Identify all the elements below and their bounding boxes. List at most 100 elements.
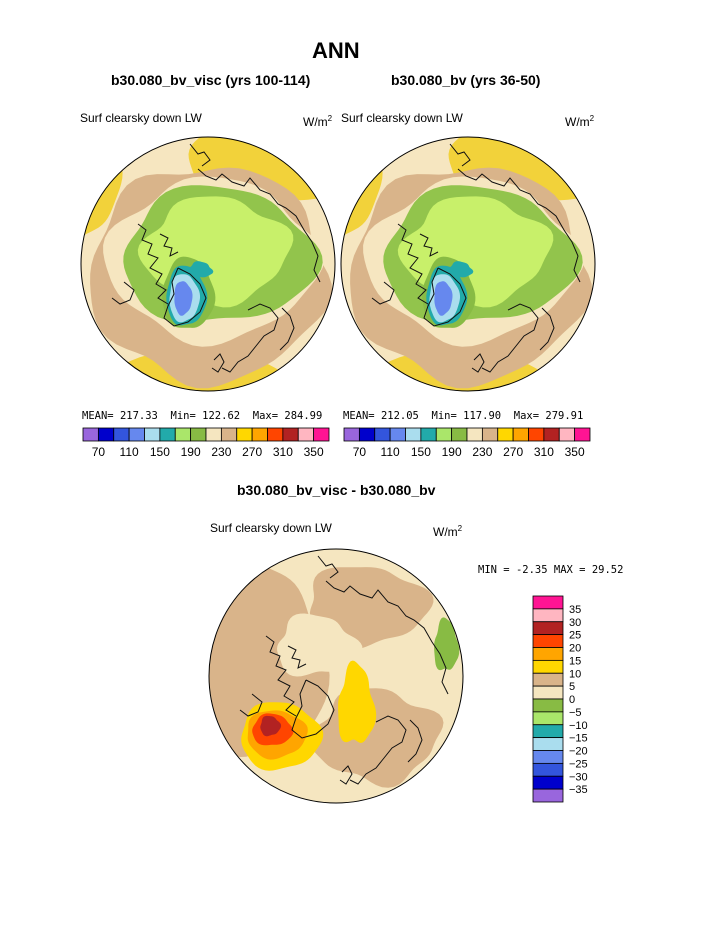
colorbar-tick-label: 70 [92, 445, 106, 459]
colorbar-cell [144, 427, 161, 442]
colorbar-tick-label: 310 [273, 445, 293, 459]
colorbar-cell [532, 608, 564, 623]
panel2-case-title: b30.080_bv (yrs 36-50) [391, 72, 541, 88]
colorbar-cell [466, 427, 483, 442]
coastline-diff-8 [339, 765, 353, 785]
colorbar-tick-label: 5 [569, 681, 575, 693]
colorbar-tick-label: 190 [442, 445, 462, 459]
colorbar-cell [528, 427, 545, 442]
colorbar-cell [532, 621, 564, 636]
field-region-yellow-tongue [338, 660, 377, 743]
map-boundary [208, 548, 464, 804]
colorbar-cell [251, 427, 268, 442]
coastline-diff-7 [239, 693, 263, 717]
panel1-case-title: b30.080_bv_visc (yrs 100-114) [111, 72, 311, 88]
coastline-right-5 [481, 303, 539, 373]
colorbar-tick-label: 110 [381, 445, 400, 459]
coastline-left-1 [137, 223, 169, 305]
colorbar-tick-label: −20 [569, 746, 588, 758]
panel2-variable-label: Surf clearsky down LW [341, 111, 463, 125]
panel1-variable-label: Surf clearsky down LW [80, 111, 202, 125]
colorbar-cell [532, 775, 564, 790]
colorbar-tick-label: 110 [120, 445, 139, 459]
coastline-diff-1 [265, 635, 297, 717]
colorbar-cell [532, 634, 564, 648]
colorbar-cell [313, 427, 330, 442]
coastline-left-7 [111, 281, 135, 305]
panel3-variable-label: Surf clearsky down LW [210, 521, 332, 535]
coastline-diff-4 [291, 679, 335, 739]
colorbar-cell [220, 427, 238, 442]
coastline-right-2 [419, 233, 439, 257]
colorbar-tick-label: −35 [569, 784, 588, 796]
colorbar-cell [82, 427, 99, 442]
field-region-greenland-north [188, 261, 214, 278]
coastline-diff-6 [407, 719, 423, 763]
colorbar-cell [532, 737, 564, 751]
colorbar-cell [574, 427, 591, 442]
colorbar-cell [481, 427, 499, 442]
colorbar-cell [451, 427, 468, 442]
colorbar-tick-label: 230 [472, 445, 492, 459]
colorbar-tick-label: 150 [411, 445, 431, 459]
colorbar-tick-label: 20 [569, 643, 581, 655]
colorbar-tick-label: 30 [569, 617, 581, 629]
colorbar-cell [389, 427, 406, 442]
coastline-left-2 [159, 233, 179, 257]
colorbar-right: 70 110 150 190 230 270 310 350 [343, 427, 591, 459]
colorbar-cell [532, 750, 564, 764]
colorbar-tick-label: 310 [534, 445, 554, 459]
field-region-green-right [434, 617, 460, 671]
coastline-right-4 [423, 267, 467, 327]
colorbar-cell [532, 595, 564, 610]
panel1-stats: MEAN= 217.33 Min= 122.62 Max= 284.99 [82, 410, 323, 422]
colorbar-cell [205, 427, 222, 442]
colorbar-cell [512, 427, 529, 442]
coastline-right-3 [449, 143, 471, 167]
coastline-left-3 [189, 143, 211, 167]
colorbar-cell [374, 427, 391, 442]
coastline-left-8 [211, 353, 225, 373]
colorbar-tick-label: 270 [242, 445, 262, 459]
colorbar-tick-label: 25 [569, 630, 581, 642]
colorbar-tick-label: 70 [353, 445, 367, 459]
panel2-stats: MEAN= 212.05 Min= 117.90 Max= 279.91 [343, 410, 584, 422]
coastline-left-6 [279, 307, 295, 351]
colorbar-tick-label: −30 [569, 771, 588, 783]
field-region-greenland-4 [434, 281, 453, 316]
colorbar-cell [343, 427, 360, 442]
colorbar-cell [532, 672, 564, 687]
panel3-stats: MIN = -2.35 MAX = 29.52 [478, 564, 624, 576]
coastline-right-8 [471, 353, 485, 373]
colorbar-tick-label: 0 [569, 694, 575, 706]
colorbar-tick-label: −25 [569, 758, 588, 770]
panel1-units: W/m2 [303, 114, 333, 129]
colorbar-cell [97, 427, 115, 442]
colorbar-tick-label: 35 [569, 604, 581, 616]
colorbar-tick-label: 270 [503, 445, 523, 459]
polar-map-diff [208, 548, 464, 804]
colorbar-left: 70 110 150 190 230 270 310 350 [82, 427, 330, 459]
colorbar-cell [532, 711, 564, 726]
colorbar-cell [532, 659, 564, 674]
map-boundary [340, 136, 596, 392]
colorbar-cell [236, 427, 253, 442]
page-title: ANN [312, 38, 360, 63]
colorbar-cell [282, 427, 299, 442]
colorbar-cell [420, 427, 437, 442]
colorbar-tick-label: −15 [569, 733, 588, 745]
colorbar-tick-label: 230 [211, 445, 231, 459]
colorbar-cell [543, 427, 560, 442]
colorbar-cell [532, 698, 564, 713]
coastline-right-6 [539, 307, 555, 351]
colorbar-cell [532, 762, 564, 777]
field-region-darkred-core [260, 715, 282, 737]
colorbar-cell [532, 685, 564, 700]
colorbar-tick-label: 10 [569, 668, 581, 680]
colorbar-cell [405, 427, 422, 442]
colorbar-tick-label: 15 [569, 655, 581, 667]
coastline-right-1 [397, 223, 429, 305]
panel3-units: W/m2 [433, 524, 463, 539]
colorbar-cell [435, 427, 453, 442]
